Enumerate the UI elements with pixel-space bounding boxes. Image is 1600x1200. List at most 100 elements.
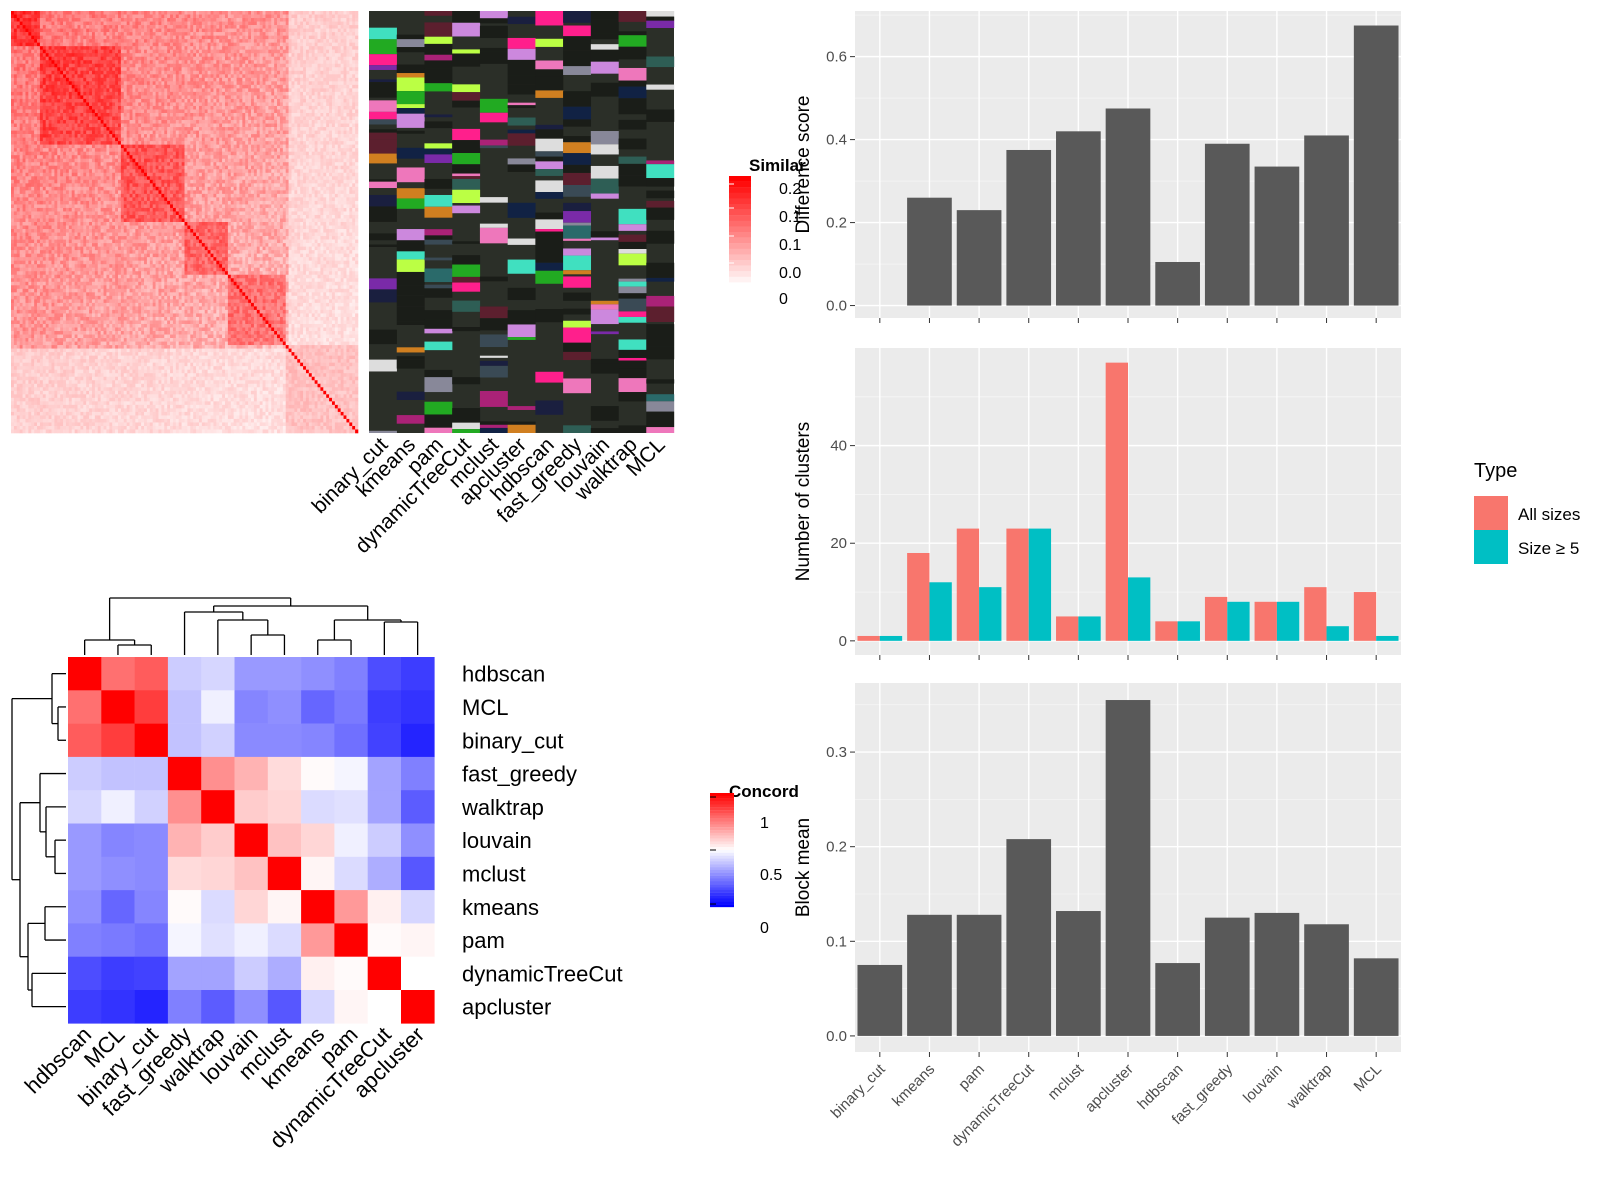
similarity-cell <box>106 53 110 58</box>
similarity-cell <box>112 109 116 114</box>
similarity-cell <box>170 28 174 33</box>
similarity-cell <box>164 109 168 114</box>
similarity-cell <box>126 112 130 117</box>
similarity-cell <box>45 60 49 65</box>
similarity-cell <box>193 141 197 145</box>
similarity-cell <box>89 35 93 40</box>
similarity-cell <box>28 88 32 93</box>
similarity-cell <box>178 81 182 86</box>
similarity-cell <box>184 25 188 29</box>
similarity-cell <box>297 98 301 103</box>
similarity-cell <box>71 14 75 19</box>
similarity-cell <box>161 42 165 47</box>
similarity-cell <box>216 28 220 33</box>
similarity-cell <box>112 46 116 50</box>
similarity-cell <box>129 123 133 128</box>
similarity-cell <box>146 137 151 142</box>
similarity-cell <box>305 95 310 100</box>
similarity-cell <box>71 32 75 36</box>
similarity-cell <box>308 39 313 43</box>
similarity-cell <box>120 81 125 86</box>
similarity-cell <box>34 21 38 26</box>
similarity-cell <box>233 105 237 110</box>
similarity-cell <box>71 123 75 128</box>
similarity-cell <box>149 67 153 72</box>
similarity-cell <box>288 123 292 128</box>
similarity-cell <box>71 74 75 79</box>
similarity-cell <box>210 144 214 149</box>
similarity-cell <box>340 130 344 135</box>
similarity-cell <box>100 102 104 107</box>
similarity-cell <box>57 91 61 96</box>
similarity-cell <box>181 35 185 40</box>
similarity-cell <box>239 102 243 107</box>
similarity-cell <box>135 137 139 142</box>
similarity-cell <box>230 95 234 100</box>
similarity-cell <box>144 134 148 138</box>
similarity-cell <box>187 70 191 75</box>
similarity-cell <box>271 109 275 114</box>
similarity-cell <box>308 42 313 47</box>
similarity-cell <box>94 67 99 72</box>
similarity-cell <box>193 28 197 33</box>
similarity-cell <box>248 134 252 138</box>
similarity-cell <box>210 134 214 138</box>
similarity-cell <box>126 109 130 114</box>
similarity-cell <box>22 74 26 79</box>
similarity-cell <box>340 88 344 93</box>
similarity-cell <box>11 77 15 82</box>
similarity-cell <box>97 25 101 29</box>
similarity-cell <box>297 77 301 82</box>
similarity-cell <box>294 11 298 15</box>
similarity-cell <box>167 42 171 47</box>
similarity-cell <box>167 21 171 26</box>
similarity-cell <box>164 11 168 15</box>
similarity-cell <box>112 81 116 86</box>
similarity-cell <box>274 98 278 103</box>
similarity-cell <box>334 46 339 50</box>
similarity-cell <box>60 60 64 65</box>
similarity-cell <box>210 32 214 36</box>
similarity-cell <box>120 74 125 79</box>
similarity-cell <box>45 53 49 58</box>
similarity-cell <box>317 109 321 114</box>
similarity-cell <box>198 49 203 54</box>
similarity-cell <box>204 116 208 121</box>
similarity-cell <box>355 144 359 149</box>
similarity-cell <box>167 18 171 22</box>
similarity-cell <box>71 98 75 103</box>
similarity-cell <box>60 21 64 26</box>
similarity-cell <box>279 77 284 82</box>
similarity-cell <box>155 53 159 58</box>
similarity-cell <box>37 56 41 61</box>
similarity-cell <box>213 127 217 131</box>
similarity-cell <box>13 148 18 152</box>
similarity-cell <box>117 144 122 149</box>
similarity-cell <box>265 49 269 54</box>
similarity-cell <box>161 148 165 152</box>
similarity-cell <box>63 91 67 96</box>
similarity-cell <box>326 35 330 40</box>
similarity-cell <box>68 95 73 100</box>
similarity-cell <box>112 116 116 121</box>
similarity-cell <box>123 116 127 121</box>
similarity-cell <box>210 53 214 58</box>
similarity-cell <box>187 105 191 110</box>
similarity-cell <box>152 35 156 40</box>
similarity-cell <box>323 46 327 50</box>
similarity-cell <box>187 123 191 128</box>
similarity-cell <box>213 39 217 43</box>
similarity-cell <box>323 74 327 79</box>
similarity-cell <box>230 11 234 15</box>
similarity-cell <box>132 11 136 15</box>
similarity-cell <box>146 120 151 124</box>
similarity-cell <box>146 102 151 107</box>
similarity-cell <box>68 109 73 114</box>
similarity-cell <box>89 127 93 131</box>
similarity-cell <box>294 14 298 19</box>
similarity-cell <box>167 70 171 75</box>
similarity-cell <box>48 53 52 58</box>
similarity-cell <box>132 32 136 36</box>
similarity-cell <box>11 32 15 36</box>
similarity-cell <box>13 70 18 75</box>
